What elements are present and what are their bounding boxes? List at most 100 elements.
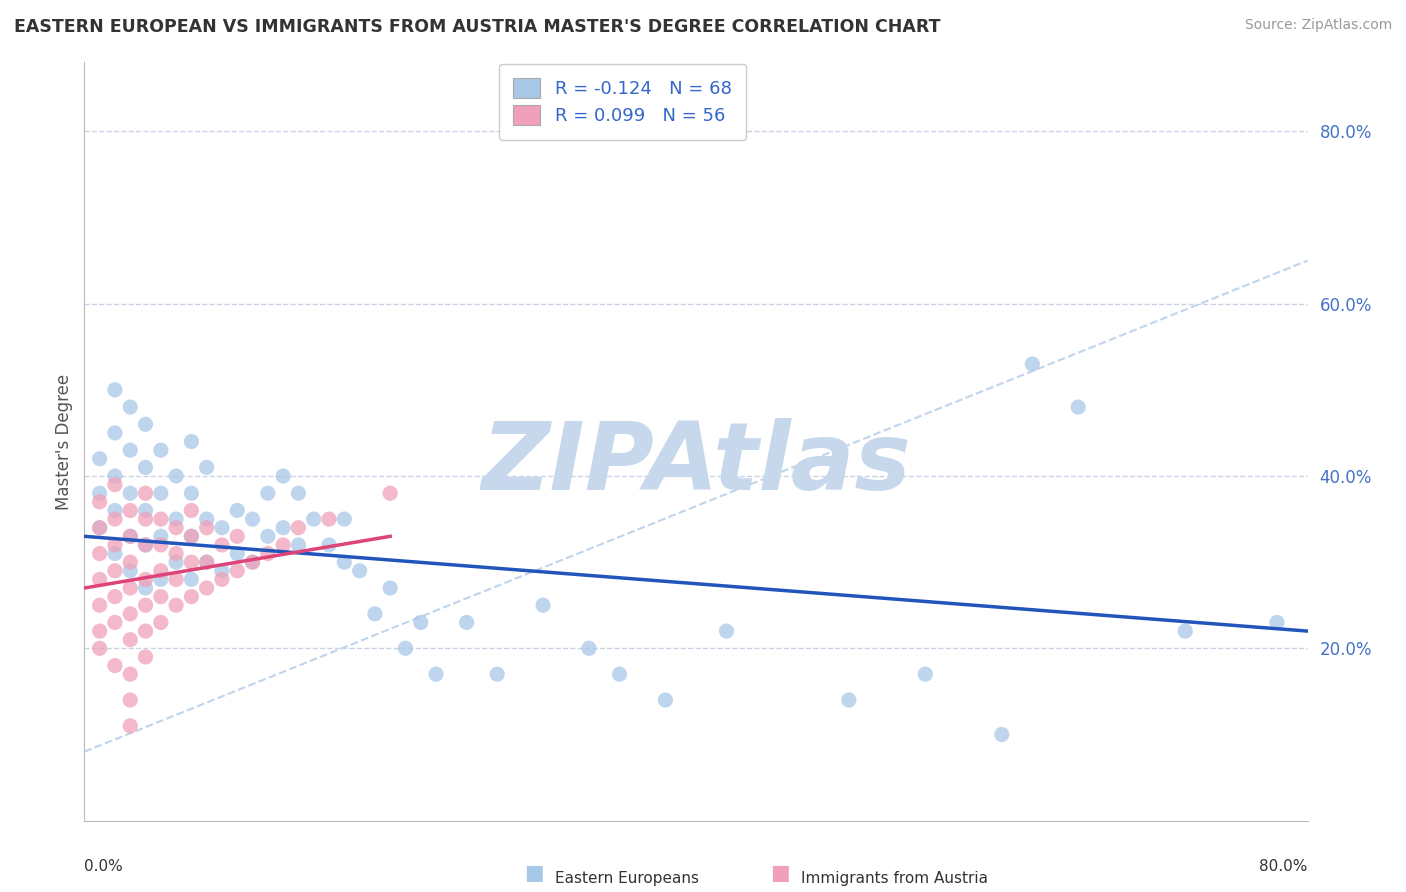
Point: [104, 538, 127, 552]
Point: [318, 538, 340, 552]
Point: [195, 460, 218, 475]
Point: [380, 581, 402, 595]
Point: [318, 512, 340, 526]
Point: [180, 529, 202, 543]
Point: [104, 477, 127, 491]
Point: [195, 581, 218, 595]
Point: [226, 503, 249, 517]
Point: [104, 590, 127, 604]
Point: [120, 529, 142, 543]
Text: EASTERN EUROPEAN VS IMMIGRANTS FROM AUSTRIA MASTER'S DEGREE CORRELATION CHART: EASTERN EUROPEAN VS IMMIGRANTS FROM AUST…: [14, 18, 941, 36]
Text: ■: ■: [524, 863, 544, 882]
Point: [349, 564, 371, 578]
Point: [271, 521, 294, 535]
Point: [89, 573, 111, 587]
Point: [104, 425, 127, 440]
Point: [89, 486, 111, 500]
Point: [120, 632, 142, 647]
Point: [486, 667, 509, 681]
Text: ■: ■: [770, 863, 790, 882]
Point: [120, 667, 142, 681]
Point: [165, 599, 187, 613]
Point: [531, 599, 554, 613]
Point: [226, 564, 249, 578]
Point: [135, 538, 157, 552]
Point: [716, 624, 738, 639]
Point: [89, 495, 111, 509]
Point: [149, 590, 172, 604]
Point: [1265, 615, 1288, 630]
Point: [287, 486, 309, 500]
Point: [180, 529, 202, 543]
Point: [257, 529, 280, 543]
Point: [135, 624, 157, 639]
Point: [1174, 624, 1197, 639]
Point: [195, 512, 218, 526]
Point: [135, 503, 157, 517]
Point: [211, 573, 233, 587]
Point: [104, 383, 127, 397]
Point: [120, 486, 142, 500]
Point: [120, 503, 142, 517]
Point: [149, 538, 172, 552]
Point: [364, 607, 387, 621]
Point: [120, 607, 142, 621]
Point: [838, 693, 860, 707]
Text: ZIPAtlas: ZIPAtlas: [481, 418, 911, 510]
Point: [287, 521, 309, 535]
Point: [135, 460, 157, 475]
Point: [226, 529, 249, 543]
Point: [271, 538, 294, 552]
Point: [257, 547, 280, 561]
Point: [333, 512, 356, 526]
Point: [135, 581, 157, 595]
Point: [1021, 357, 1043, 371]
Point: [120, 555, 142, 569]
Point: [89, 521, 111, 535]
Text: 0.0%: 0.0%: [84, 858, 124, 873]
Point: [120, 443, 142, 458]
Point: [211, 521, 233, 535]
Point: [226, 547, 249, 561]
Text: Eastern Europeans: Eastern Europeans: [555, 871, 699, 886]
Point: [104, 469, 127, 483]
Point: [135, 538, 157, 552]
Point: [242, 555, 264, 569]
Point: [425, 667, 447, 681]
Point: [195, 555, 218, 569]
Point: [180, 590, 202, 604]
Point: [211, 538, 233, 552]
Point: [409, 615, 432, 630]
Point: [89, 641, 111, 656]
Point: [654, 693, 676, 707]
Point: [104, 503, 127, 517]
Point: [89, 521, 111, 535]
Point: [135, 649, 157, 664]
Point: [120, 564, 142, 578]
Point: [165, 469, 187, 483]
Point: [1067, 400, 1090, 414]
Legend: R = -0.124   N = 68, R = 0.099   N = 56: R = -0.124 N = 68, R = 0.099 N = 56: [499, 64, 747, 140]
Point: [135, 486, 157, 500]
Point: [180, 486, 202, 500]
Point: [149, 564, 172, 578]
Point: [120, 529, 142, 543]
Point: [195, 555, 218, 569]
Point: [149, 486, 172, 500]
Point: [302, 512, 325, 526]
Text: 80.0%: 80.0%: [1260, 858, 1308, 873]
Point: [104, 564, 127, 578]
Point: [120, 719, 142, 733]
Point: [165, 521, 187, 535]
Point: [180, 503, 202, 517]
Point: [242, 555, 264, 569]
Point: [195, 521, 218, 535]
Point: [149, 443, 172, 458]
Point: [578, 641, 600, 656]
Point: [333, 555, 356, 569]
Point: [914, 667, 936, 681]
Point: [287, 538, 309, 552]
Point: [271, 469, 294, 483]
Point: [149, 573, 172, 587]
Point: [120, 693, 142, 707]
